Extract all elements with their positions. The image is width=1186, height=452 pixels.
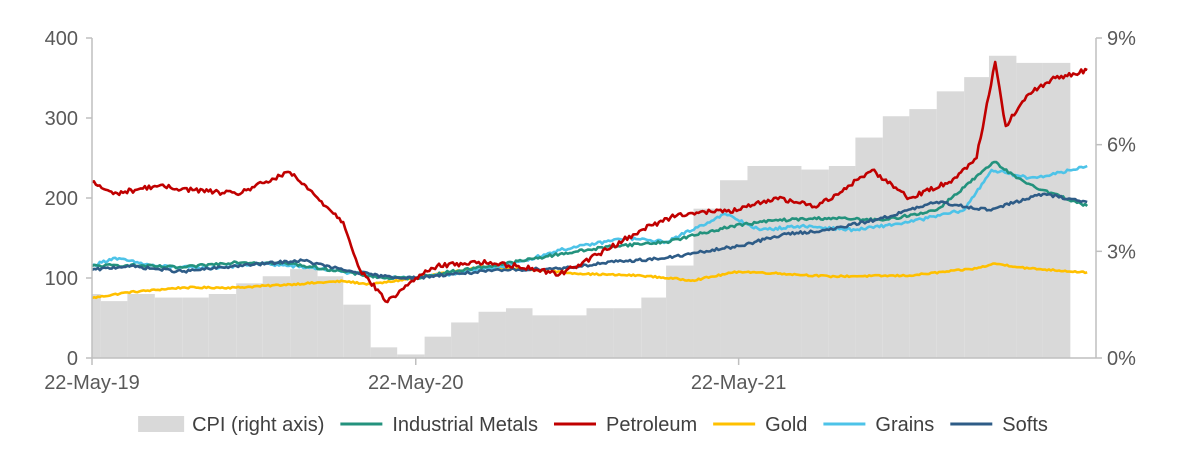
cpi-bar bbox=[1016, 62, 1043, 359]
cpi-bar bbox=[882, 116, 910, 358]
cpi-bar bbox=[154, 297, 183, 358]
legend-label: Petroleum bbox=[606, 414, 697, 436]
legend: CPI (right axis) Industrial Metals Petrole… bbox=[138, 414, 1048, 436]
cpi-bar bbox=[747, 166, 775, 358]
cpi-bar bbox=[127, 294, 155, 358]
left-tick-label: 200 bbox=[45, 188, 78, 210]
x-tick-label: 22-May-19 bbox=[44, 372, 140, 394]
cpi-bar bbox=[1042, 62, 1071, 359]
cpi-bar bbox=[613, 308, 642, 358]
gold-line bbox=[91, 262, 1088, 300]
softs-line bbox=[91, 192, 1088, 281]
cpi-bar bbox=[909, 109, 937, 358]
left-tick-label: 400 bbox=[45, 28, 78, 50]
left-tick-label: 0 bbox=[67, 348, 78, 370]
cpi-bar bbox=[397, 354, 425, 358]
right-tick-label: 0% bbox=[1107, 348, 1136, 370]
legend-label: Softs bbox=[1002, 414, 1048, 436]
cpi-bar bbox=[774, 166, 802, 358]
cpi-bar bbox=[855, 137, 883, 358]
cpi-bar bbox=[424, 336, 452, 358]
legend-item-industrial-metals: Industrial Metals bbox=[340, 414, 538, 436]
cpi-bar bbox=[641, 297, 667, 358]
left-tick-label: 300 bbox=[45, 108, 78, 130]
cpi-bar bbox=[343, 304, 371, 358]
cpi-bar bbox=[505, 308, 533, 358]
x-tick-label: 22-May-21 bbox=[691, 372, 787, 394]
right-tick-label: 6% bbox=[1107, 135, 1136, 157]
cpi-bar bbox=[559, 315, 587, 358]
cpi-bar bbox=[478, 311, 506, 358]
legend-item-softs: Softs bbox=[950, 414, 1048, 436]
cpi-bar bbox=[236, 283, 263, 358]
cpi-bar bbox=[586, 308, 614, 358]
cpi-bar bbox=[262, 276, 291, 358]
legend-item-gold: Gold bbox=[713, 414, 807, 436]
cpi-bar bbox=[532, 315, 560, 358]
cpi-bar bbox=[801, 169, 829, 358]
cpi-bar bbox=[451, 322, 479, 358]
cpi-bars bbox=[92, 55, 1071, 359]
legend-label: Industrial Metals bbox=[392, 414, 538, 436]
legend-item-grains: Grains bbox=[823, 414, 934, 436]
x-tick-label: 22-May-20 bbox=[368, 372, 464, 394]
right-tick-label: 9% bbox=[1107, 28, 1136, 50]
legend-label: Grains bbox=[875, 414, 934, 436]
legend-item-cpi-right-axis: CPI (right axis) bbox=[138, 414, 324, 436]
cpi-bar bbox=[182, 297, 209, 358]
legend-label: Gold bbox=[765, 414, 807, 436]
left-tick-label: 100 bbox=[45, 268, 78, 290]
legend-label: CPI (right axis) bbox=[192, 414, 324, 436]
legend-swatch bbox=[138, 416, 185, 432]
cpi-bar bbox=[317, 276, 344, 358]
ticks: 0 100 200 300 400 0% 3% 6% 9% 22-May-19 22-May-20 2… bbox=[44, 28, 1136, 394]
legend-item-petroleum: Petroleum bbox=[553, 414, 697, 436]
cpi-bar bbox=[828, 166, 856, 358]
cpi-bar bbox=[964, 77, 989, 358]
series-lines bbox=[91, 60, 1089, 304]
cpi-bar bbox=[208, 294, 237, 358]
cpi-bar bbox=[100, 301, 128, 358]
cpi-bar bbox=[370, 347, 398, 358]
cpi-bar bbox=[936, 91, 965, 358]
cpi-bar bbox=[92, 294, 101, 358]
right-tick-label: 3% bbox=[1107, 241, 1136, 263]
petroleum-line bbox=[91, 60, 1088, 304]
